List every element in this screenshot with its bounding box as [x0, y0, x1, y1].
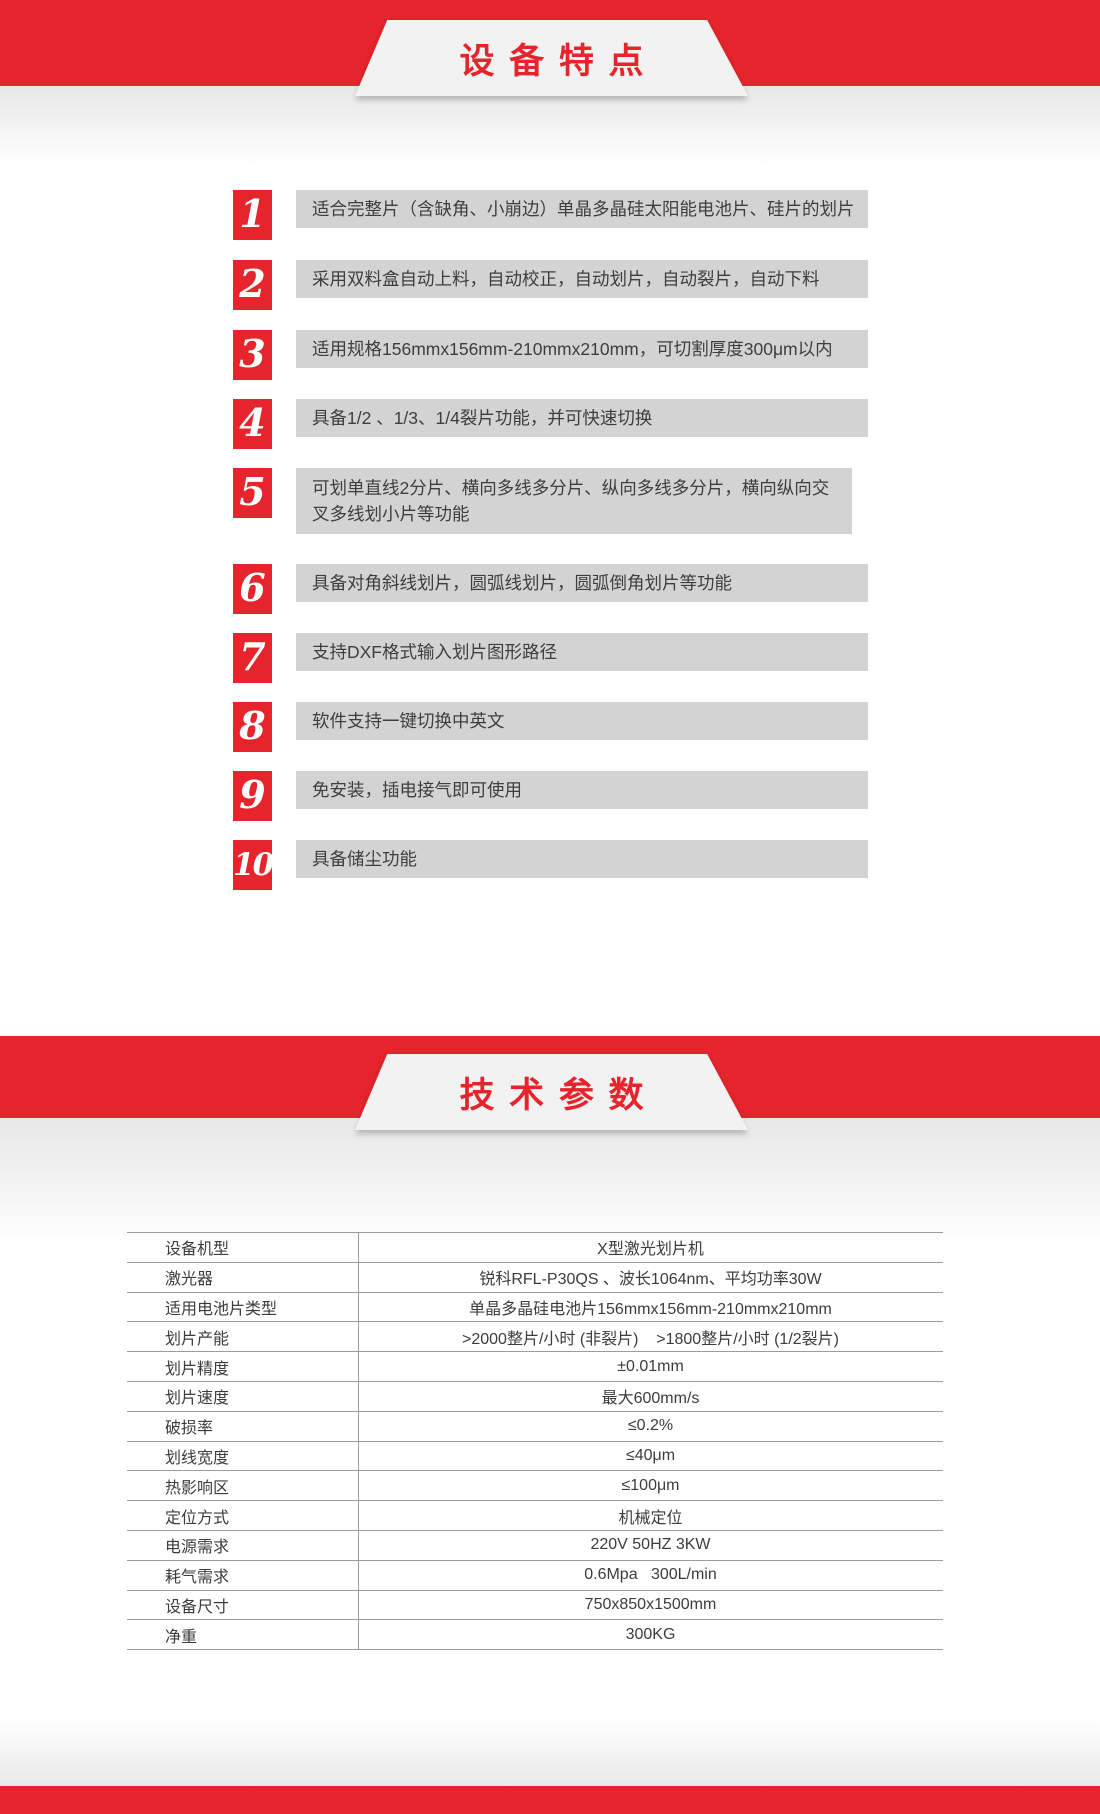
spec-label: 划片精度 — [165, 1360, 230, 1378]
feature-text: 软件支持一键切换中英文 — [296, 702, 868, 740]
feature-text: 可划单直线2分片、横向多线多分片、纵向多线多分片，横向纵向交叉多线划小片等功能 — [296, 468, 852, 534]
spec-label: 净重 — [165, 1628, 198, 1646]
spec-value: 最大600mm/s — [601, 1390, 700, 1408]
spec-value: ±0.01mm — [617, 1357, 684, 1375]
spec-value: X型激光划片机 — [597, 1241, 704, 1259]
specs-title: 技术参数 — [459, 1075, 659, 1115]
spec-value: 单晶多晶硅电池片156mmx156mm-210mmx210mm — [469, 1300, 832, 1318]
spec-row: 设备尺寸 750x850x1500mm — [127, 1589, 943, 1620]
footer-fade — [0, 1716, 1100, 1786]
banner-fade — [0, 86, 1100, 166]
spec-label: 破损率 — [165, 1420, 214, 1438]
spec-value: 0.6Mpa 300L/min — [584, 1566, 717, 1584]
specs-banner-plate: 技术参数 — [355, 1054, 748, 1130]
features-banner-plate: 设备特点 — [355, 20, 748, 96]
features-banner: 设备特点 — [355, 20, 748, 96]
feature-text: 支持DXF格式输入划片图形路径 — [296, 633, 868, 671]
footer-band — [0, 1786, 1100, 1814]
spec-label: 划线宽度 — [165, 1449, 230, 1467]
spec-row: 设备机型 X型激光划片机 — [127, 1232, 943, 1262]
feature-text: 适合完整片（含缺角、小崩边）单晶多晶硅太阳能电池片、硅片的划片 — [296, 190, 868, 228]
feature-number-badge: 4 — [233, 399, 272, 449]
spec-row: 划片速度 最大600mm/s — [127, 1380, 943, 1411]
spec-row: 划线宽度 ≤40μm — [127, 1440, 943, 1471]
spec-label: 适用电池片类型 — [165, 1300, 278, 1318]
specs-banner: 技术参数 — [355, 1054, 748, 1130]
feature-number-badge: 10 — [233, 840, 274, 890]
feature-text: 采用双料盒自动上料，自动校正，自动划片，自动裂片，自动下料 — [296, 260, 868, 298]
spec-value: >2000整片/小时 (非裂片) >1800整片/小时 (1/2裂片) — [462, 1330, 839, 1348]
spec-label: 电源需求 — [165, 1539, 230, 1557]
table-column-divider — [358, 1232, 359, 1650]
spec-value: ≤40μm — [625, 1446, 676, 1464]
spec-value: ≤100μm — [621, 1476, 680, 1494]
spec-value: 机械定位 — [618, 1509, 683, 1527]
spec-row: 激光器 锐科RFL-P30QS 、波长1064nm、平均功率30W — [127, 1261, 943, 1292]
spec-label: 划片速度 — [165, 1390, 230, 1408]
feature-text: 具备1/2 、1/3、1/4裂片功能，并可快速切换 — [296, 399, 868, 437]
feature-number-badge: 2 — [233, 260, 272, 310]
spec-row: 划片产能 >2000整片/小时 (非裂片) >1800整片/小时 (1/2裂片) — [127, 1321, 943, 1351]
feature-number-badge: 3 — [233, 330, 272, 380]
feature-text: 具备储尘功能 — [296, 840, 868, 878]
spec-label: 设备机型 — [165, 1241, 230, 1259]
feature-text: 具备对角斜线划片，圆弧线划片，圆弧倒角划片等功能 — [296, 564, 868, 602]
spec-value: 750x850x1500mm — [584, 1595, 717, 1613]
feature-number-badge: 8 — [233, 702, 272, 752]
spec-label: 设备尺寸 — [165, 1598, 230, 1616]
spec-row: 热影响区 ≤100μm — [127, 1470, 943, 1500]
feature-text: 免安装，插电接气即可使用 — [296, 771, 868, 809]
spec-row: 耗气需求 0.6Mpa 300L/min — [127, 1559, 943, 1590]
spec-value: 锐科RFL-P30QS 、波长1064nm、平均功率30W — [479, 1271, 822, 1289]
spec-row: 电源需求 220V 50HZ 3KW — [127, 1529, 943, 1560]
spec-row: 划片精度 ±0.01mm — [127, 1351, 943, 1381]
spec-label: 定位方式 — [165, 1509, 230, 1527]
feature-number-badge: 7 — [233, 633, 272, 683]
spec-label: 划片产能 — [165, 1330, 230, 1348]
spec-row: 定位方式 机械定位 — [127, 1500, 943, 1530]
spec-value: 300KG — [625, 1625, 676, 1643]
spec-row: 净重 300KG — [127, 1619, 943, 1649]
feature-text: 适用规格156mmx156mm-210mmx210mm，可切割厚度300μm以内 — [296, 330, 868, 368]
spec-value: 220V 50HZ 3KW — [590, 1536, 711, 1554]
feature-number-badge: 1 — [233, 190, 272, 240]
banner-fade — [0, 1118, 1100, 1248]
feature-number-badge: 5 — [233, 468, 272, 518]
spec-label: 耗气需求 — [165, 1569, 230, 1587]
specs-table: 设备机型 X型激光划片机 激光器 锐科RFL-P30QS 、波长1064nm、平… — [127, 1232, 943, 1651]
spec-row: 适用电池片类型 单晶多晶硅电池片156mmx156mm-210mmx210mm — [127, 1291, 943, 1322]
feature-number-badge: 6 — [233, 564, 272, 614]
feature-number-badge: 9 — [233, 771, 272, 821]
spec-value: ≤0.2% — [627, 1417, 674, 1435]
spec-row: 破损率 ≤0.2% — [127, 1410, 943, 1441]
features-title: 设备特点 — [459, 41, 659, 81]
spec-label: 热影响区 — [165, 1479, 230, 1497]
spec-label: 激光器 — [165, 1271, 214, 1289]
